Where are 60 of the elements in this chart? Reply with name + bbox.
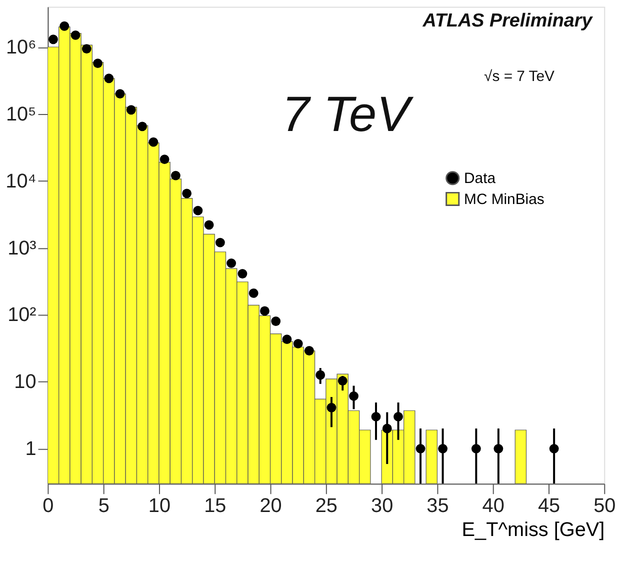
point — [549, 444, 559, 454]
x-tick-label: 5 — [98, 494, 110, 517]
point — [193, 206, 203, 216]
x-tick-label: 15 — [204, 494, 226, 517]
y-tick-label: 10² — [8, 304, 37, 326]
y-tick-label: 10³ — [8, 237, 37, 260]
x-tick-label: 20 — [260, 494, 282, 517]
x-tick-label: 25 — [315, 494, 338, 517]
legend-label: Data — [464, 171, 496, 188]
point — [204, 220, 214, 230]
legend-label: MC MinBias — [464, 192, 544, 208]
point — [248, 288, 258, 298]
annotation: ATLAS Preliminary — [422, 10, 594, 31]
point — [382, 424, 392, 434]
point — [238, 269, 248, 278]
point — [182, 188, 192, 198]
x-tick-label: 0 — [42, 494, 54, 517]
point — [494, 444, 504, 454]
point — [416, 444, 426, 454]
point — [326, 402, 336, 412]
annotation: 7 TeV — [282, 86, 414, 142]
point — [93, 58, 102, 68]
point — [304, 346, 314, 356]
point — [438, 444, 448, 454]
x-tick-label: 40 — [482, 494, 504, 517]
point — [316, 370, 326, 380]
point — [260, 306, 270, 316]
point — [215, 238, 225, 248]
point — [138, 122, 148, 132]
x-tick-label: 10 — [148, 494, 171, 517]
point — [48, 34, 58, 44]
point — [226, 258, 236, 268]
y-tick-label: 10⁶ — [6, 36, 36, 58]
point — [394, 412, 403, 422]
point — [271, 316, 281, 326]
point — [338, 376, 348, 386]
x-tick-label: 50 — [594, 494, 616, 517]
point — [126, 105, 136, 115]
point — [293, 338, 303, 348]
x-axis-title: E_T^miss [GeV] — [462, 518, 605, 541]
point — [60, 21, 70, 31]
annotation: √s = 7 TeV — [484, 69, 555, 86]
point — [70, 30, 80, 40]
point — [160, 154, 170, 164]
y-tick-label: 10⁴ — [6, 170, 36, 192]
y-tick-label: 10⁵ — [6, 103, 36, 126]
y-tick-label: 1 — [25, 438, 36, 460]
point — [349, 391, 358, 401]
point — [82, 44, 92, 54]
point — [170, 170, 180, 180]
point — [148, 137, 158, 147]
x-tick-label: 35 — [426, 494, 449, 517]
point — [471, 444, 481, 454]
point — [104, 74, 114, 84]
x-tick-label: 30 — [371, 494, 394, 517]
x-tick-label: 45 — [538, 494, 560, 517]
point — [371, 412, 381, 422]
point — [115, 89, 125, 98]
y-tick-label: 10 — [14, 371, 36, 394]
point — [282, 334, 292, 344]
